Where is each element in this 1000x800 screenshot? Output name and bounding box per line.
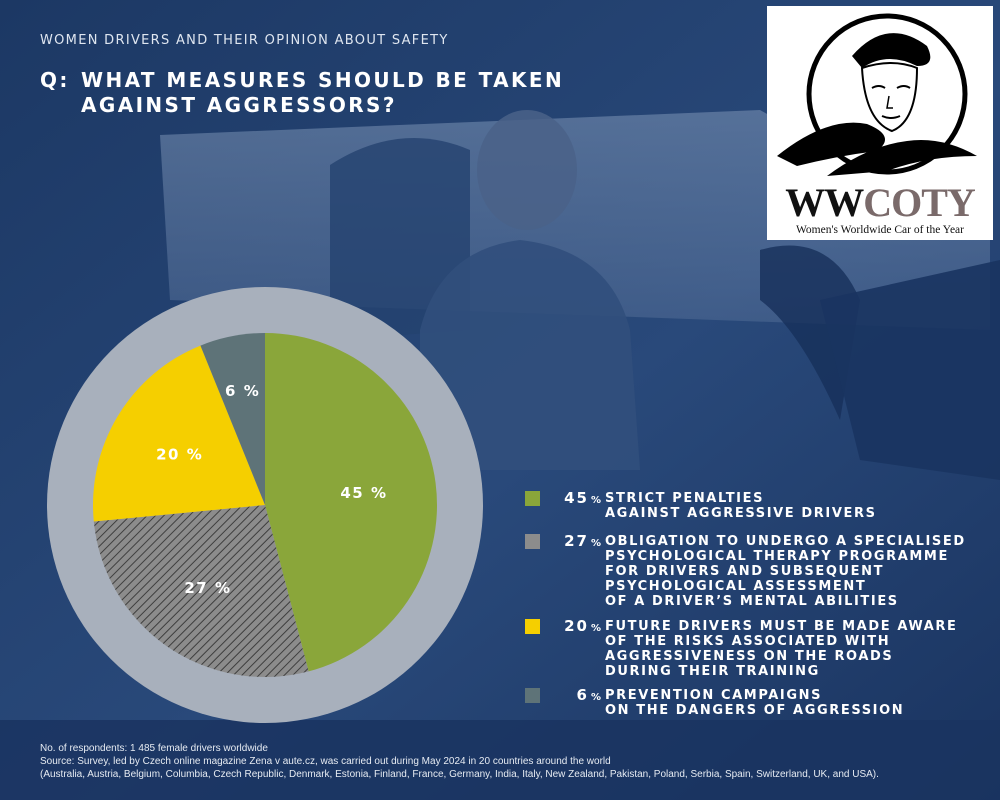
legend-swatch-grey	[525, 534, 540, 549]
legend-text-3: FUTURE DRIVERS MUST BE MADE AWARE OF THE…	[605, 619, 958, 679]
legend-swatch-green	[525, 491, 540, 506]
chart-supertitle: WOMEN DRIVERS AND THEIR OPINION ABOUT SA…	[40, 33, 449, 48]
question-line-1: WHAT MEASURES SHOULD BE TAKEN	[81, 68, 565, 92]
slice-label-20: 20 %	[156, 445, 203, 463]
slice-label-6: 6 %	[225, 382, 260, 400]
question-prefix: Q:	[40, 68, 70, 92]
legend-percent-1: 45%	[564, 489, 601, 507]
legend-text-4: PREVENTION CAMPAIGNS ON THE DANGERS OF A…	[605, 688, 905, 718]
footnote-source: Source: Survey, led by Czech online maga…	[40, 756, 611, 767]
legend-swatch-yellow	[525, 619, 540, 634]
footnote-countries: (Australia, Austria, Belgium, Columbia, …	[40, 769, 879, 780]
logo-emblem-icon	[777, 13, 977, 176]
pie-slice-strict-penalties	[265, 333, 437, 672]
wwcoty-logo: WWCOTY Women's Worldwide Car of the Year	[767, 6, 993, 240]
legend-percent-3: 20%	[564, 617, 601, 635]
slice-label-45: 45 %	[340, 484, 387, 502]
slice-label-27: 27 %	[184, 579, 231, 597]
pie-slice-future-drivers-awareness	[92, 345, 265, 522]
legend-text-1: STRICT PENALTIES AGAINST AGGRESSIVE DRIV…	[605, 491, 877, 521]
question-line-2: AGAINST AGGRESSORS?	[81, 93, 397, 117]
footnote: No. of respondents: 1 485 female drivers…	[40, 742, 990, 781]
question-title: Q: WHAT MEASURES SHOULD BE TAKEN AGAINST …	[40, 68, 564, 118]
pie-slice-prevention-campaigns	[200, 333, 265, 505]
legend-percent-4: 6%	[576, 686, 601, 704]
logo-tagline: Women's Worldwide Car of the Year	[795, 224, 964, 236]
legend-percent-2: 27%	[564, 532, 601, 550]
logo-wordmark: WWCOTY	[785, 180, 976, 225]
legend-swatch-slate	[525, 688, 540, 703]
footnote-respondents: No. of respondents: 1 485 female drivers…	[40, 743, 268, 754]
legend-text-2: OBLIGATION TO UNDERGO A SPECIALISED PSYC…	[605, 534, 966, 609]
pie-slice-therapy-obligation	[93, 505, 309, 677]
